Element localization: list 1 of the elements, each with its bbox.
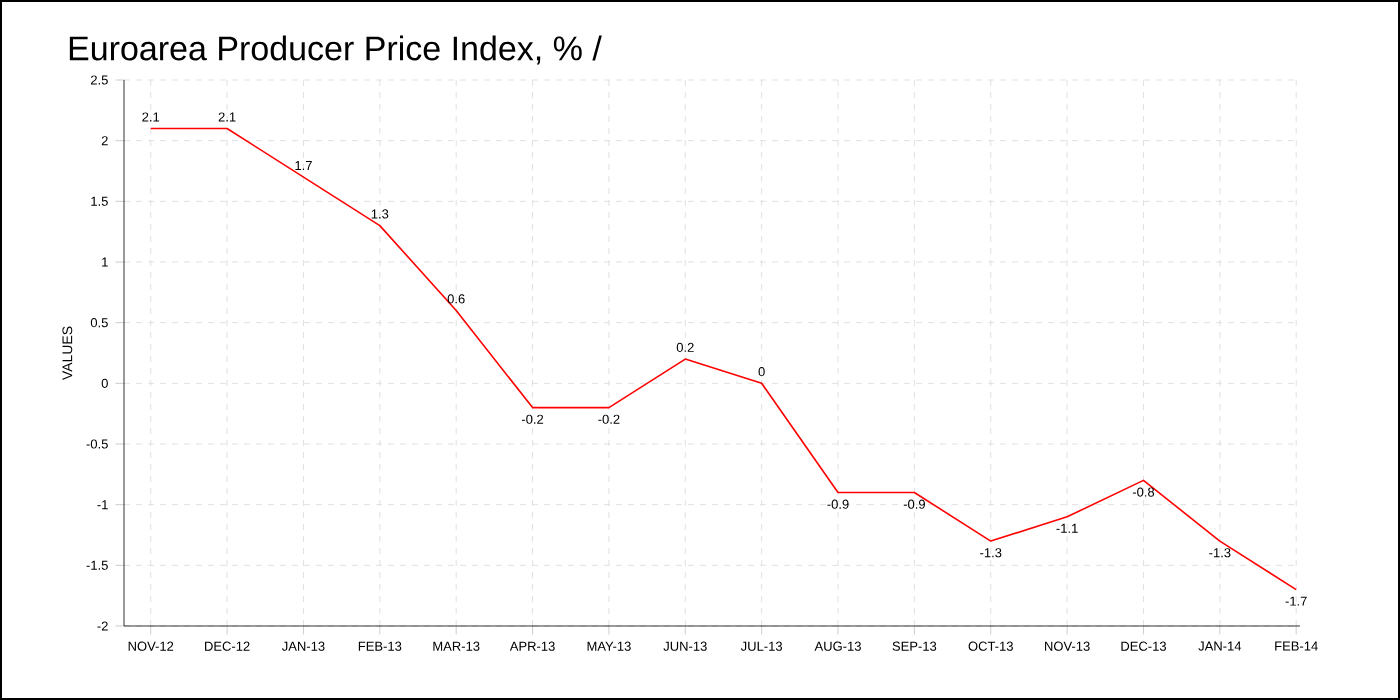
chart-title: Euroarea Producer Price Index, % / [69, 35, 602, 65]
